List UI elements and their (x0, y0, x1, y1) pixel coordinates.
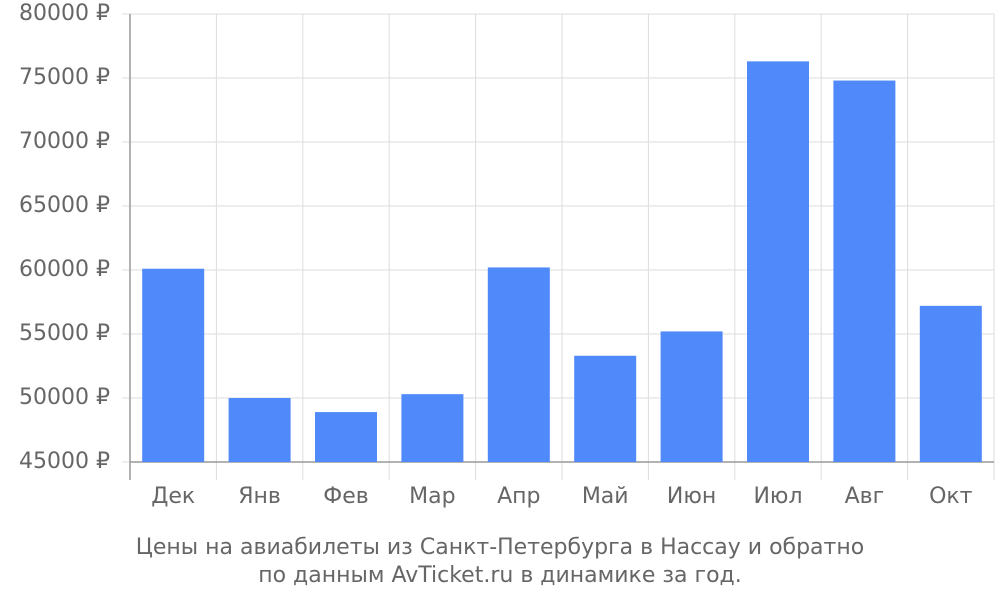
chart-caption: по данным AvTicket.ru в динамике за год. (258, 563, 742, 588)
x-tick-label: Май (582, 484, 629, 509)
x-tick-label: Окт (929, 484, 973, 509)
chart-caption: Цены на авиабилеты из Санкт-Петербурга в… (136, 535, 864, 560)
x-tick-label: Авг (845, 484, 885, 509)
bar (574, 355, 637, 462)
x-tick-label: Янв (238, 484, 281, 509)
y-tick-label: 50000 ₽ (19, 385, 110, 410)
bar (919, 305, 982, 462)
bar (487, 267, 550, 462)
x-tick-label: Фев (323, 484, 368, 509)
x-tick-label: Июн (667, 484, 716, 509)
y-tick-label: 70000 ₽ (19, 129, 110, 154)
y-tick-label: 60000 ₽ (19, 257, 110, 282)
y-tick-label: 65000 ₽ (19, 193, 110, 218)
bar (228, 398, 291, 462)
x-tick-label: Дек (151, 484, 195, 509)
bar (315, 412, 377, 462)
y-tick-label: 45000 ₽ (19, 449, 110, 474)
bar (142, 268, 205, 462)
x-tick-label: Мар (409, 484, 455, 509)
bar (833, 80, 896, 462)
bar (401, 394, 464, 462)
y-tick-label: 80000 ₽ (19, 1, 110, 26)
x-tick-label: Апр (497, 484, 540, 509)
x-tick-label: Июл (753, 484, 802, 509)
y-tick-label: 55000 ₽ (19, 321, 110, 346)
bar (747, 61, 809, 463)
y-tick-label: 75000 ₽ (19, 65, 110, 90)
bar (660, 331, 723, 462)
